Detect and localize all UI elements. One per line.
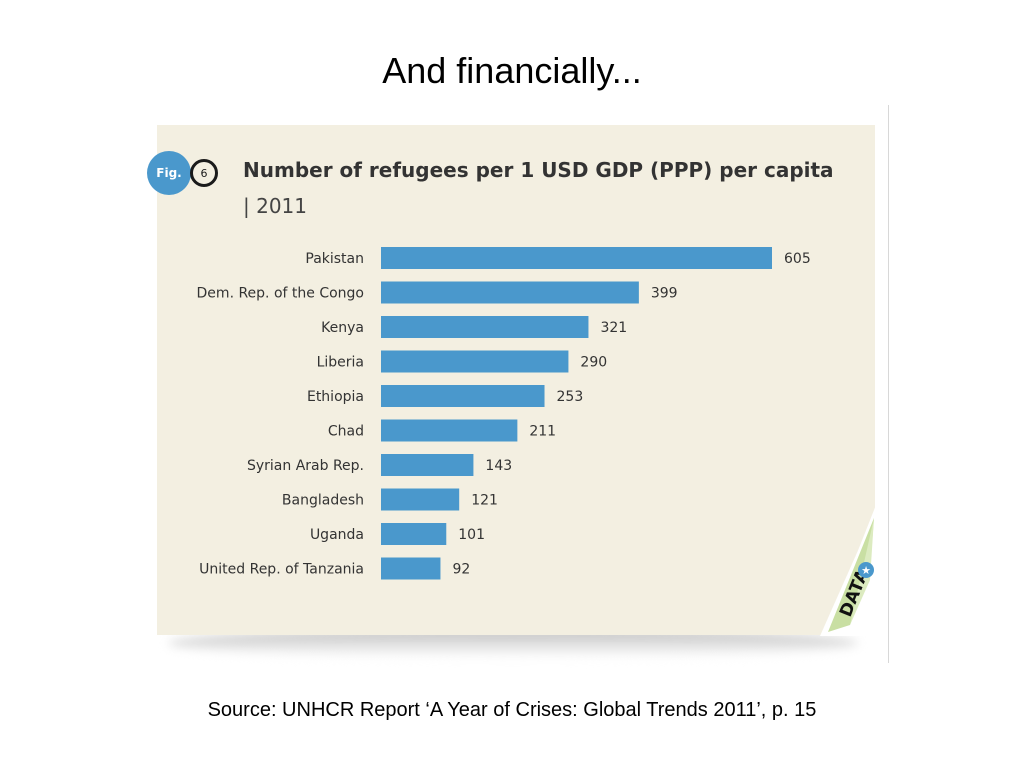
category-label: Kenya (321, 320, 364, 336)
bar (381, 523, 447, 545)
fig-badge: Fig. (147, 151, 191, 195)
value-label: 143 (485, 458, 512, 474)
card-edge-line (888, 105, 889, 663)
source-citation: Source: UNHCR Report ‘A Year of Crises: … (207, 699, 817, 721)
category-label: Uganda (310, 527, 364, 543)
bar (381, 385, 545, 407)
category-label: Liberia (317, 355, 364, 371)
star-icon (858, 562, 874, 578)
star-glyph-icon: ★ (861, 564, 871, 577)
value-label: 253 (557, 389, 584, 405)
category-label: Ethiopia (307, 389, 364, 405)
fig-number-badge: 6 (190, 159, 218, 187)
bar (381, 419, 518, 442)
bar (381, 247, 772, 269)
category-label: United Rep. of Tanzania (199, 562, 364, 578)
value-label: 321 (600, 320, 627, 336)
bar (381, 316, 589, 338)
value-label: 605 (784, 251, 811, 267)
chart-subtitle: | 2011 (243, 194, 307, 218)
page-curl-corner: DATA ★ (820, 510, 876, 636)
bar (381, 281, 639, 304)
bar (381, 454, 474, 476)
value-label: 211 (529, 424, 556, 440)
category-label: Chad (328, 424, 364, 440)
chart-title: Number of refugees per 1 USD GDP (PPP) p… (243, 158, 834, 182)
category-label: Syrian Arab Rep. (247, 458, 364, 474)
slide-title: And financially... (382, 50, 642, 91)
bar (381, 350, 569, 373)
figure-card (157, 125, 875, 635)
value-label: 92 (452, 562, 470, 578)
value-label: 399 (651, 286, 678, 302)
value-label: 290 (580, 355, 607, 371)
value-label: 101 (458, 527, 485, 543)
category-label: Bangladesh (282, 493, 364, 509)
category-label: Dem. Rep. of the Congo (197, 286, 364, 302)
value-label: 121 (471, 493, 498, 509)
bar (381, 488, 460, 511)
category-label: Pakistan (305, 251, 364, 267)
bar (381, 557, 441, 580)
